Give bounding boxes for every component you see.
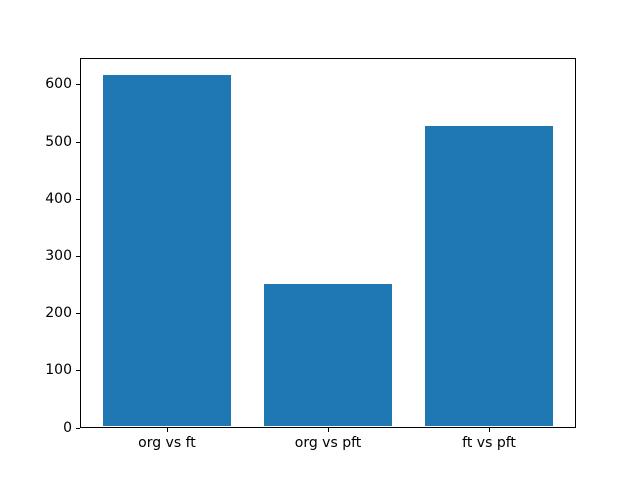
y-tick-label: 300 — [45, 247, 72, 264]
y-tick-label: 0 — [63, 419, 72, 436]
x-tick-label: org vs pft — [294, 434, 362, 451]
plot-area — [80, 57, 576, 428]
y-tick-mark — [76, 427, 80, 429]
y-tick-mark — [76, 141, 80, 143]
bar-ft-vs-pft — [424, 125, 554, 427]
y-tick-mark — [76, 84, 80, 86]
y-tick-mark — [76, 255, 80, 257]
x-tick-label: org vs ft — [138, 434, 196, 451]
x-tick-mark — [328, 427, 329, 432]
y-tick-mark — [76, 198, 80, 200]
y-tick-label: 400 — [45, 190, 72, 207]
y-tick-label: 600 — [45, 76, 72, 93]
bar-org-vs-pft — [263, 283, 393, 427]
y-tick-mark — [76, 313, 80, 315]
x-tick-mark — [166, 427, 168, 432]
x-tick-label: ft vs pft — [462, 434, 516, 451]
x-tick-mark — [489, 427, 491, 432]
y-tick-label: 200 — [45, 305, 72, 322]
y-tick-label: 100 — [45, 362, 72, 379]
y-tick-mark — [76, 370, 80, 372]
bar-org-vs-ft — [102, 75, 232, 427]
y-tick-label: 500 — [45, 133, 72, 150]
